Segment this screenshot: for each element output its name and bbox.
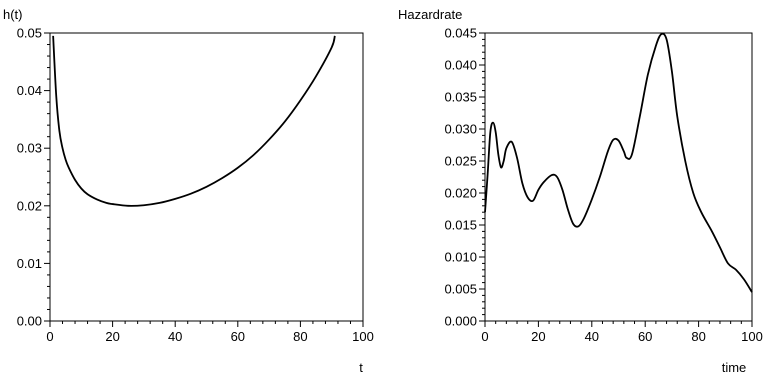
y-tick-label: 0.005 — [444, 282, 477, 297]
y-tick-label: 0.00 — [17, 314, 42, 329]
y-tick-label: 0.05 — [17, 26, 42, 41]
series-line — [52, 35, 336, 207]
x-tick-label: 40 — [585, 329, 599, 344]
y-axis-label: Hazardrate — [398, 7, 462, 22]
x-tick-label: 80 — [691, 329, 705, 344]
x-tick-label: 60 — [231, 329, 245, 344]
x-tick-label: 100 — [741, 329, 763, 344]
x-axis-label: t — [359, 360, 363, 373]
y-tick-label: 0.01 — [17, 256, 42, 271]
x-tick-label: 40 — [168, 329, 182, 344]
x-tick-label: 0 — [481, 329, 488, 344]
y-tick-label: 0.040 — [444, 58, 477, 73]
plot-frame — [49, 32, 364, 322]
y-tick-label: 0.000 — [444, 314, 477, 329]
x-tick-label: 20 — [105, 329, 119, 344]
y-tick-label: 0.02 — [17, 198, 42, 213]
x-tick-label: 80 — [293, 329, 307, 344]
plot-frame — [484, 32, 753, 322]
y-tick-label: 0.04 — [17, 83, 42, 98]
y-tick-label: 0.035 — [444, 90, 477, 105]
y-tick-label: 0.03 — [17, 141, 42, 156]
x-tick-label: 20 — [531, 329, 545, 344]
y-tick-label: 0.015 — [444, 218, 477, 233]
y-tick-label: 0.025 — [444, 154, 477, 169]
chart-left-hazard-function: h(t) t 0 20 40 60 80 100 0.00 0.01 0.02 0.03 0.04 0.0… — [3, 7, 374, 373]
y-tick-label: 0.030 — [444, 122, 477, 137]
chart-right-hazardrate: Hazardrate time 0 20 40 60 80 100 0.000 0.005 0.01… — [398, 7, 763, 373]
x-tick-label: 100 — [352, 329, 374, 344]
y-tick-label: 0.020 — [444, 186, 477, 201]
x-axis-label: time — [722, 360, 747, 373]
series-line — [484, 32, 753, 293]
y-tick-label: 0.010 — [444, 250, 477, 265]
y-axis-label: h(t) — [3, 7, 23, 22]
x-tick-label: 60 — [638, 329, 652, 344]
x-tick-label: 0 — [46, 329, 53, 344]
y-tick-label: 0.045 — [444, 26, 477, 41]
